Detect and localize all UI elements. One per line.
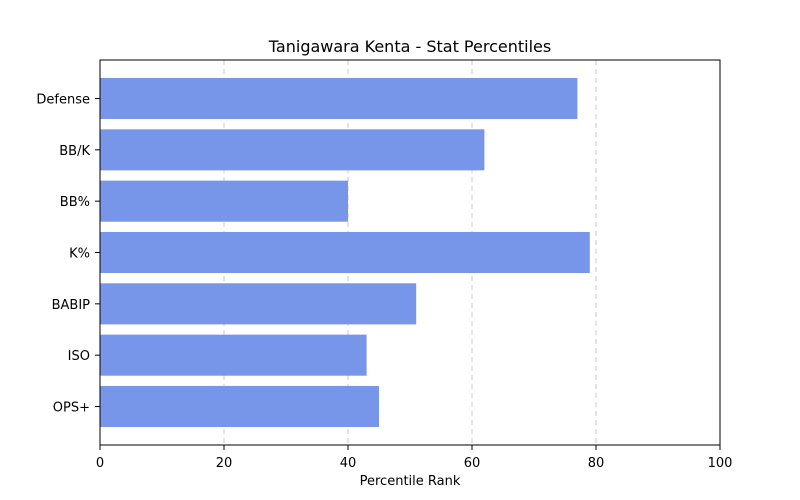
x-tick-label: 80 [588,456,605,471]
x-tick-label: 20 [216,456,233,471]
y-tick-label: BB% [60,195,90,210]
bar [100,334,367,376]
y-tick-label: OPS+ [53,401,90,416]
bar [100,180,348,222]
y-tick-label: ISO [68,349,90,364]
bar [100,283,417,325]
x-tick-label: 60 [464,456,481,471]
chart-title: Tanigawara Kenta - Stat Percentiles [268,37,551,56]
bars [100,77,590,428]
x-tick-label: 0 [96,456,104,471]
x-tick-label: 40 [340,456,357,471]
y-tick-label: Defense [36,93,90,108]
x-tick-label: 100 [708,456,733,471]
y-tick-label: BABIP [52,298,91,313]
bar [100,385,379,428]
y-tick-label: BB/K [59,144,90,159]
y-tick-label: K% [69,247,90,262]
bar [100,77,578,120]
bar [100,129,485,171]
x-axis: 0 20 40 60 80 100 [96,445,733,471]
x-axis-label: Percentile Rank [360,474,461,489]
bar [100,231,590,274]
y-axis: OPS+ ISO BABIP K% BB% BB/K Defense [36,93,100,416]
